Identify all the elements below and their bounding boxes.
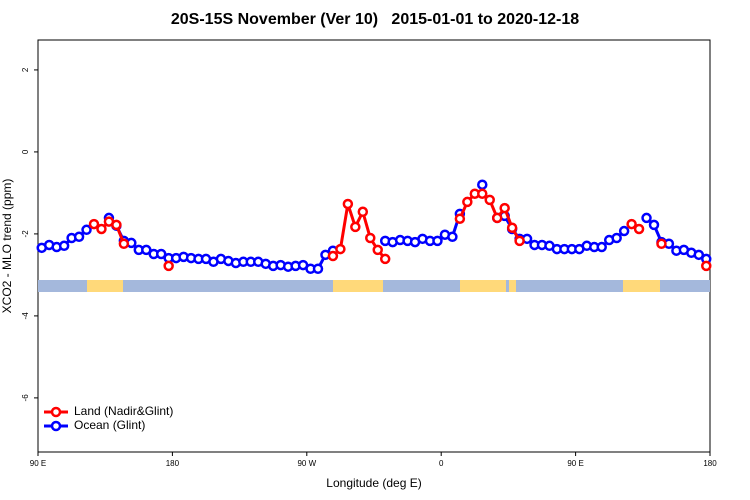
y-tick-label: -2 [21,230,30,238]
point [618,225,630,237]
point [73,231,85,243]
land-strip [333,280,383,292]
point [499,202,510,214]
series [36,179,712,275]
point [141,244,152,256]
point [342,198,354,210]
point [81,224,92,236]
x-tick-label: 180 [703,459,717,468]
point [641,212,652,224]
chart-title: 20S-15S November (Ver 10) 2015-01-01 to … [171,11,579,28]
point [633,223,645,235]
point [365,232,376,244]
point [350,221,361,233]
point [335,243,346,255]
point [477,188,488,199]
series [90,190,710,270]
point [596,241,607,253]
y-tick-label: 2 [21,67,30,72]
land-strip [623,280,660,292]
point [88,218,100,230]
x-axis-label: Longitude (deg E) [326,476,421,490]
x-tick-label: 0 [439,459,444,468]
point [357,206,369,218]
legend-marker [50,420,62,432]
point [432,235,443,247]
point [484,194,495,206]
legend-label: Ocean (Glint) [74,418,145,432]
point [506,222,518,234]
point [327,250,339,262]
point [379,253,391,265]
point [626,218,637,230]
point [58,240,70,252]
point [701,260,712,272]
point [491,212,503,224]
y-axis-label: XCO2 - MLO trend (ppm) [0,179,14,314]
surface-strip [38,280,710,292]
point [118,238,130,249]
x-tick-label: 180 [166,459,180,468]
x-tick-label: 90 E [567,459,583,468]
point [312,263,324,275]
y-tick-label: 0 [21,149,30,154]
legend-label: Land (Nadir&Glint) [74,404,173,418]
point [96,223,107,235]
point [462,196,473,208]
point [111,219,122,231]
land-strip [509,280,516,292]
point [163,260,174,272]
point [648,219,660,231]
point [611,232,622,244]
point [155,248,167,260]
point [693,249,705,261]
point [477,179,488,190]
x-tick-label: 90 W [297,459,316,468]
point [372,244,383,256]
x-tick-label: 90 E [30,459,46,468]
point [514,235,525,247]
y-tick-label: -4 [21,312,30,320]
point [447,231,458,243]
land-strip [87,280,123,292]
point [454,213,466,224]
point [656,238,667,249]
land-strip [460,280,506,292]
y-tick-label: -6 [21,394,30,402]
legend-marker [50,406,62,418]
